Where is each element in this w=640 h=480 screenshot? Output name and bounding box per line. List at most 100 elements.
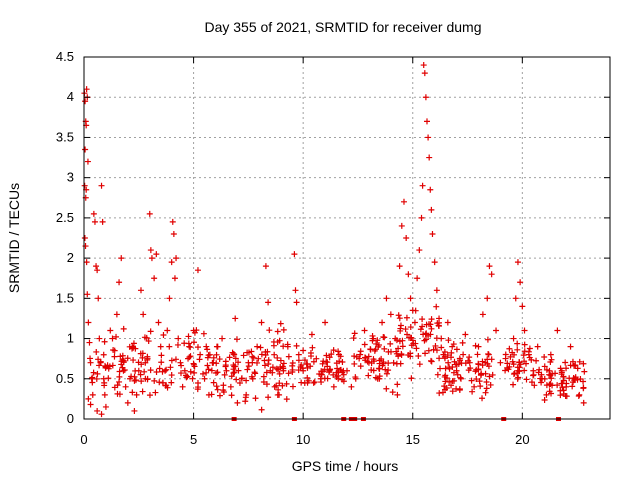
- data-point: [322, 319, 329, 326]
- data-point: [563, 383, 570, 390]
- data-point: [214, 343, 221, 350]
- data-point: [514, 259, 521, 266]
- data-point: [403, 314, 410, 321]
- data-point: [394, 391, 401, 398]
- data-point: [462, 331, 469, 338]
- data-point: [231, 369, 238, 376]
- y-tick-label: 3: [67, 170, 74, 185]
- data-point: [339, 376, 346, 383]
- data-point: [567, 343, 574, 350]
- data-point: [96, 335, 103, 342]
- data-point: [260, 379, 267, 386]
- data-point: [479, 395, 486, 402]
- data-point: [471, 383, 478, 390]
- data-point: [399, 343, 406, 350]
- data-point: [444, 319, 451, 326]
- data-point: [484, 356, 491, 363]
- data-point: [437, 365, 444, 372]
- data-point: [365, 372, 372, 379]
- data-point: [182, 372, 189, 379]
- data-point: [141, 368, 148, 375]
- data-point: [285, 353, 292, 360]
- data-point: [93, 375, 100, 382]
- data-point: [446, 364, 453, 371]
- data-point: [94, 407, 101, 414]
- data-point: [445, 337, 452, 344]
- data-point: [436, 315, 443, 322]
- y-tick-label: 2: [67, 250, 74, 265]
- data-point: [554, 382, 561, 389]
- data-point: [425, 347, 432, 354]
- data-point: [263, 381, 270, 388]
- data-point: [394, 381, 401, 388]
- data-point: [468, 377, 475, 384]
- data-point: [419, 316, 426, 323]
- data-point: [379, 319, 386, 326]
- data-point: [266, 327, 273, 334]
- data-point: [376, 365, 383, 372]
- data-point: [139, 388, 146, 395]
- data-point: [313, 355, 320, 362]
- data-point: [94, 370, 101, 377]
- data-point: [531, 382, 538, 389]
- data-point: [277, 320, 284, 327]
- data-point: [385, 348, 392, 355]
- data-point: [111, 347, 118, 354]
- data-point: [339, 358, 346, 365]
- data-point: [130, 340, 137, 347]
- data-point: [101, 382, 108, 389]
- data-point: [119, 356, 126, 363]
- data-point: [580, 378, 587, 385]
- data-point: [100, 351, 107, 358]
- data-point: [433, 347, 440, 354]
- data-point: [571, 375, 578, 382]
- data-point: [440, 351, 447, 358]
- data-point: [249, 353, 256, 360]
- data-point: [557, 392, 564, 399]
- data-point: [428, 358, 435, 365]
- data-point: [420, 331, 427, 338]
- data-point: [146, 392, 153, 399]
- data-point: [101, 391, 108, 398]
- data-point: [392, 335, 399, 342]
- y-tick-label: 4: [67, 89, 74, 104]
- data-point: [203, 343, 210, 350]
- data-point: [442, 372, 449, 379]
- data-point: [407, 295, 414, 302]
- data-point: [147, 367, 154, 374]
- data-point: [271, 383, 278, 390]
- data-point: [194, 344, 201, 351]
- data-point: [226, 354, 233, 361]
- data-point: [558, 380, 565, 387]
- data-point: [269, 364, 276, 371]
- data-point: [319, 360, 326, 367]
- data-point: [449, 388, 456, 395]
- data-point: [580, 385, 587, 392]
- data-point: [357, 351, 364, 358]
- data-point: [258, 351, 265, 358]
- data-point: [116, 378, 123, 385]
- data-point: [459, 339, 466, 346]
- data-point: [258, 319, 265, 326]
- data-point: [201, 375, 208, 382]
- data-point: [422, 350, 429, 357]
- data-point: [158, 352, 165, 359]
- data-point: [181, 367, 188, 374]
- data-point: [445, 359, 452, 366]
- data-point: [147, 328, 154, 335]
- data-point: [449, 343, 456, 350]
- chart-title: Day 355 of 2021, SRMTID for receiver dum…: [204, 19, 481, 35]
- data-point: [333, 360, 340, 367]
- data-point: [142, 375, 149, 382]
- data-point: [511, 351, 518, 358]
- data-point: [200, 330, 207, 337]
- data-point: [408, 375, 415, 382]
- data-point: [563, 393, 570, 400]
- data-point: [214, 386, 221, 393]
- data-point: [317, 375, 324, 382]
- x-tick-label: 0: [80, 432, 87, 447]
- data-point: [543, 391, 550, 398]
- data-point: [199, 370, 206, 377]
- data-point: [516, 368, 523, 375]
- data-point: [483, 379, 490, 386]
